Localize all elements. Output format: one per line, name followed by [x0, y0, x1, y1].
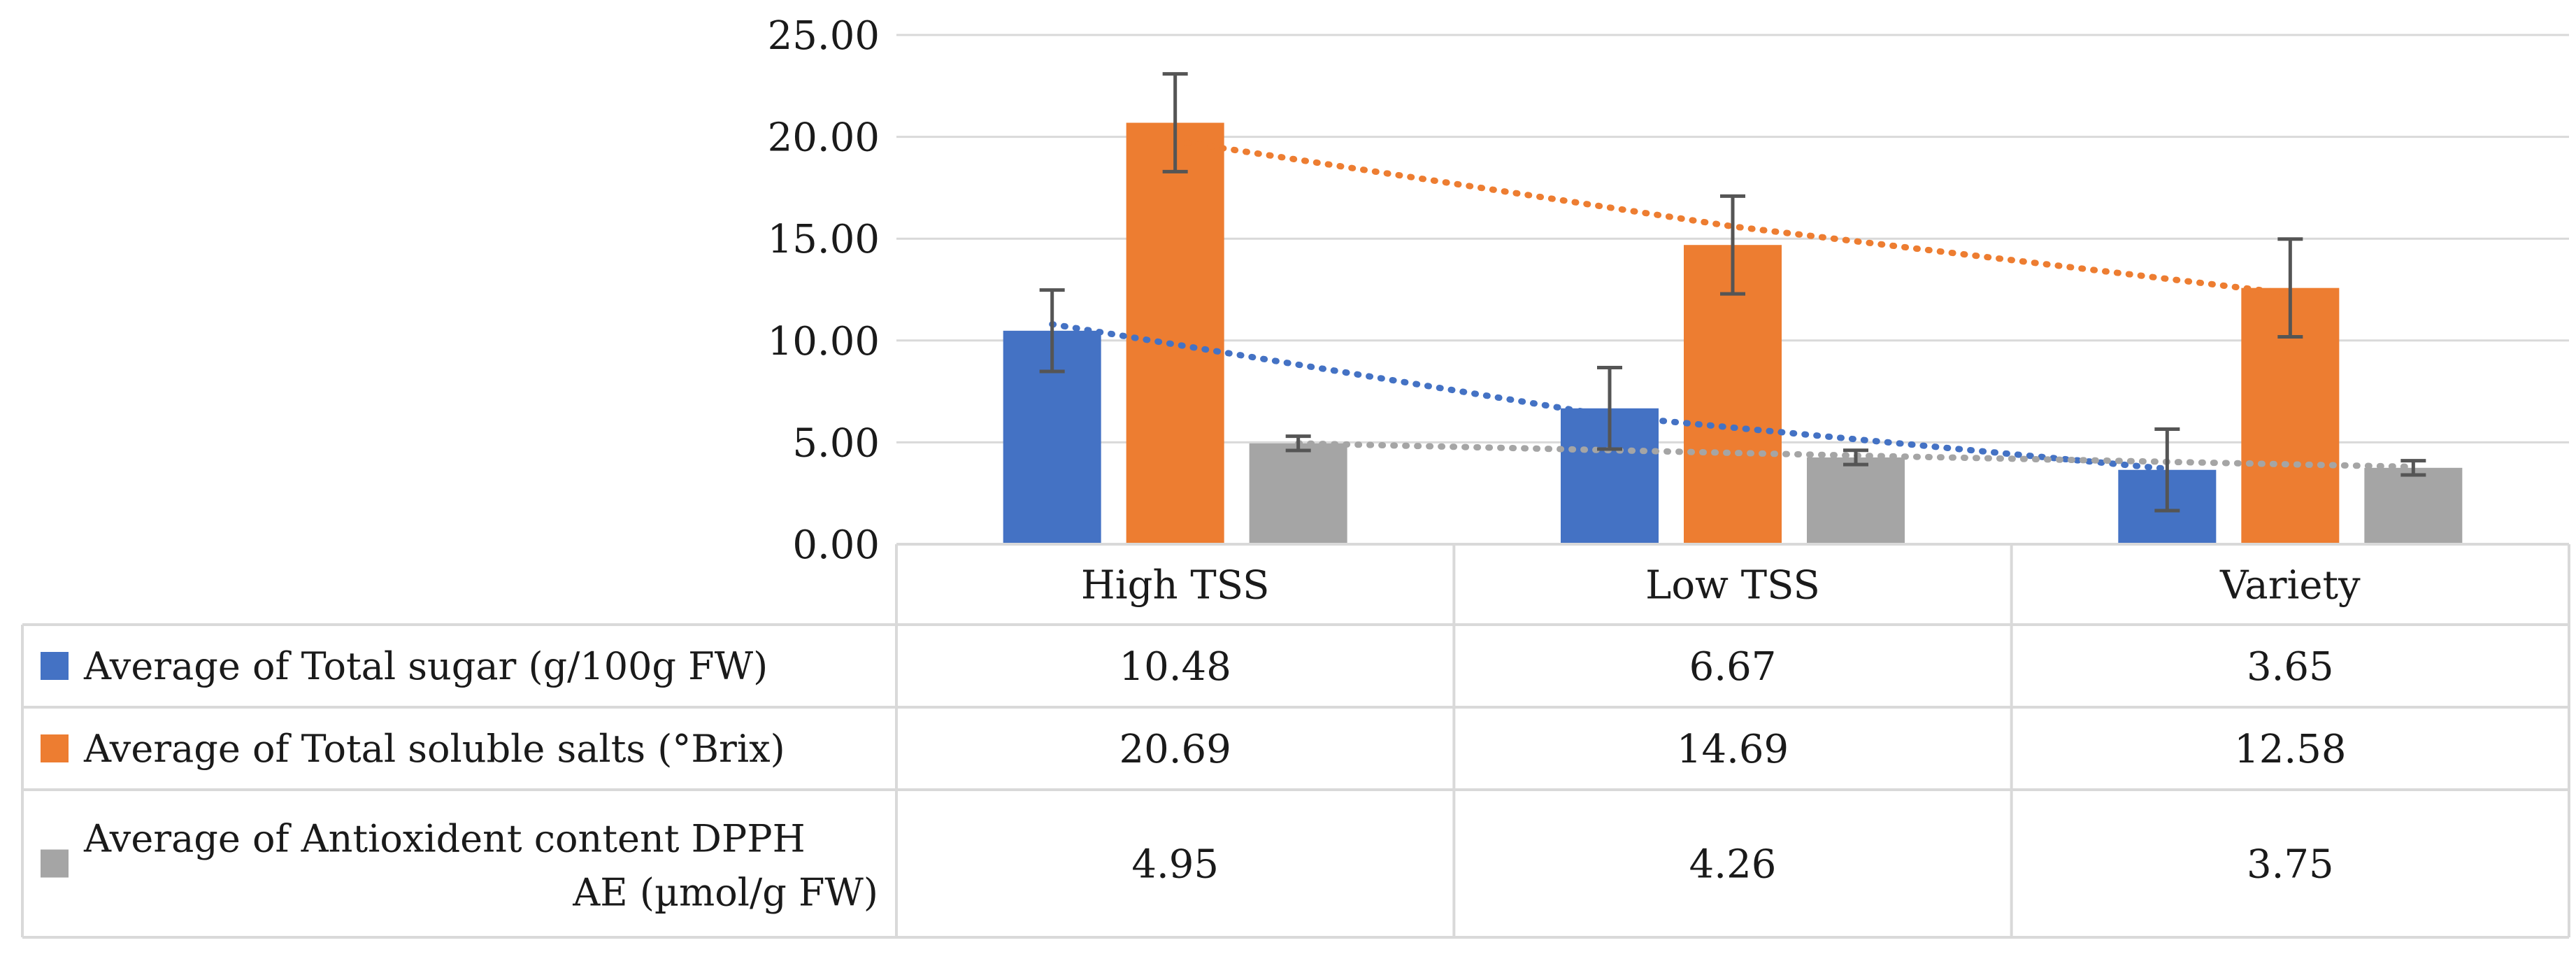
bars [1003, 122, 2463, 544]
y-tick-label: 0.00 [792, 523, 880, 568]
table-cell-value: 12.58 [2234, 727, 2346, 772]
legend-swatch [41, 734, 69, 762]
table-cell-value: 10.48 [1119, 644, 1231, 690]
error-bars [1039, 72, 2426, 513]
table-cell-value: 4.95 [1131, 842, 1219, 888]
bar [1126, 122, 1224, 544]
category-label: High TSS [1081, 563, 1270, 609]
bar [1249, 443, 1347, 544]
trendline [1049, 321, 2170, 472]
legend-label: Average of Total soluble salts (°Brix) [83, 727, 785, 771]
bar [2364, 467, 2463, 544]
y-tick-label: 20.00 [768, 115, 880, 161]
legend-swatch [41, 652, 69, 680]
y-tick-label: 10.00 [768, 319, 880, 364]
legend-label: Average of Total sugar (g/100g FW) [83, 644, 768, 688]
y-tick-label: 25.00 [768, 13, 880, 59]
table-cell-value: 3.75 [2247, 842, 2334, 888]
bar [1807, 457, 1905, 544]
legend-label: AE (µmol/g FW) [572, 871, 878, 915]
table-cell-value: 20.69 [1119, 727, 1231, 772]
category-label: Low TSS [1645, 563, 1820, 609]
legend-label: Average of Antioxident content DPPH [83, 817, 806, 861]
table-cell-value: 3.65 [2247, 644, 2334, 690]
category-label: Variety [2219, 563, 2361, 609]
trendline [1172, 137, 2294, 297]
data-table: High TSS Low TSS Variety Average of Total s… [21, 543, 2570, 939]
y-axis: 25.00 20.00 15.00 10.00 5.00 0.00 [768, 13, 880, 568]
y-tick-label: 15.00 [768, 217, 880, 262]
table-cell-value: 6.67 [1689, 644, 1777, 690]
table-cell-value: 14.69 [1677, 727, 1789, 772]
table-cell-value: 4.26 [1689, 842, 1777, 888]
y-tick-label: 5.00 [792, 420, 880, 466]
legend-swatch [41, 849, 69, 878]
